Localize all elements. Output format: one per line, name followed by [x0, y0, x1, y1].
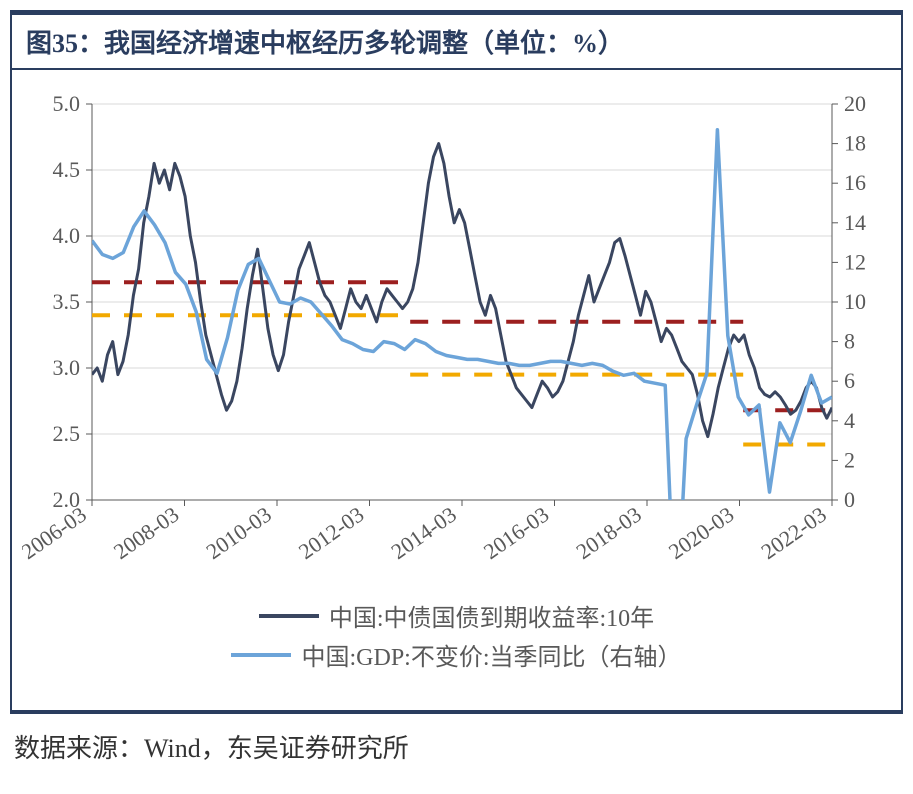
svg-text:14: 14 — [844, 210, 866, 235]
svg-text:4: 4 — [844, 408, 855, 433]
svg-text:0: 0 — [844, 487, 855, 512]
chart-title: 图35：我国经济增速中枢经历多轮调整（单位：%） — [12, 12, 901, 70]
chart-container: 图35：我国经济增速中枢经历多轮调整（单位：%） 2.02.53.03.54.0… — [10, 10, 903, 712]
svg-text:2016-03: 2016-03 — [479, 502, 553, 565]
svg-text:3.5: 3.5 — [53, 289, 81, 314]
svg-text:8: 8 — [844, 329, 855, 354]
svg-text:5.0: 5.0 — [53, 91, 81, 116]
svg-text:2020-03: 2020-03 — [664, 502, 738, 565]
source-footer: 数据来源：Wind，东吴证券研究所 — [10, 712, 903, 771]
legend-swatch-gdp — [231, 653, 291, 657]
svg-text:12: 12 — [844, 249, 866, 274]
legend-row-bond: 中国:中债国债到期收益率:10年 — [22, 596, 891, 635]
svg-text:3.0: 3.0 — [53, 355, 81, 380]
chart-area: 2.02.53.03.54.04.55.00246810121416182020… — [12, 70, 901, 710]
svg-text:2018-03: 2018-03 — [571, 502, 645, 565]
svg-text:10: 10 — [844, 289, 866, 314]
legend: 中国:中债国债到期收益率:10年 中国:GDP:不变价:当季同比（右轴） — [22, 596, 891, 674]
svg-text:16: 16 — [844, 170, 866, 195]
svg-text:2010-03: 2010-03 — [201, 502, 275, 565]
svg-text:18: 18 — [844, 131, 866, 156]
svg-text:2.5: 2.5 — [53, 421, 81, 446]
legend-label-gdp: 中国:GDP:不变价:当季同比（右轴） — [301, 637, 681, 672]
legend-label-bond: 中国:中债国债到期收益率:10年 — [329, 598, 654, 633]
svg-text:2014-03: 2014-03 — [386, 502, 460, 565]
svg-text:2022-03: 2022-03 — [756, 502, 830, 565]
svg-text:4.0: 4.0 — [53, 223, 81, 248]
svg-text:20: 20 — [844, 91, 866, 116]
legend-row-gdp: 中国:GDP:不变价:当季同比（右轴） — [22, 635, 891, 674]
svg-text:2: 2 — [844, 447, 855, 472]
svg-text:2008-03: 2008-03 — [109, 502, 183, 565]
svg-text:2012-03: 2012-03 — [294, 502, 368, 565]
legend-swatch-bond — [259, 614, 319, 618]
svg-text:6: 6 — [844, 368, 855, 393]
chart-svg: 2.02.53.03.54.04.55.00246810121416182020… — [22, 90, 892, 590]
svg-text:4.5: 4.5 — [53, 157, 81, 182]
